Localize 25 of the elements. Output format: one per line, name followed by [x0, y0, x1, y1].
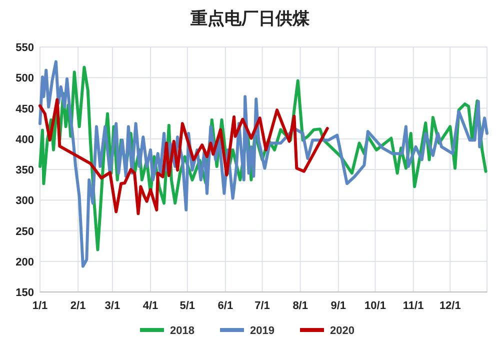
x-tick-label: 7/1 [254, 300, 270, 312]
y-tick-label: 500 [16, 72, 34, 85]
x-tick-label: 11/1 [402, 300, 424, 312]
x-tick-label: 9/1 [330, 300, 346, 312]
x-tick-label: 2/1 [70, 300, 86, 312]
y-tick-label: 150 [16, 287, 34, 299]
x-tick-label: 12/1 [439, 300, 461, 312]
x-tick-label: 6/1 [218, 300, 234, 312]
y-tick-label: 350 [16, 164, 34, 176]
x-tick-label: 10/1 [364, 300, 386, 312]
y-tick-label: 450 [16, 103, 34, 116]
y-tick-label: 550 [16, 42, 34, 54]
x-tick-label: 4/1 [142, 300, 158, 312]
legend-label: 2020 [330, 325, 354, 337]
legend-label: 2019 [250, 325, 274, 337]
chart-title: 重点电厂日供煤 [190, 9, 310, 28]
x-tick-label: 1/1 [32, 300, 48, 312]
y-tick-label: 300 [16, 195, 34, 208]
legend-label: 2018 [170, 325, 194, 337]
y-tick-label: 400 [16, 134, 34, 146]
y-tick-label: 250 [16, 226, 34, 238]
y-tick-label: 200 [16, 256, 34, 268]
x-tick-label: 8/1 [292, 300, 308, 312]
x-tick-label: 5/1 [180, 300, 196, 312]
x-tick-label: 3/1 [104, 300, 120, 312]
